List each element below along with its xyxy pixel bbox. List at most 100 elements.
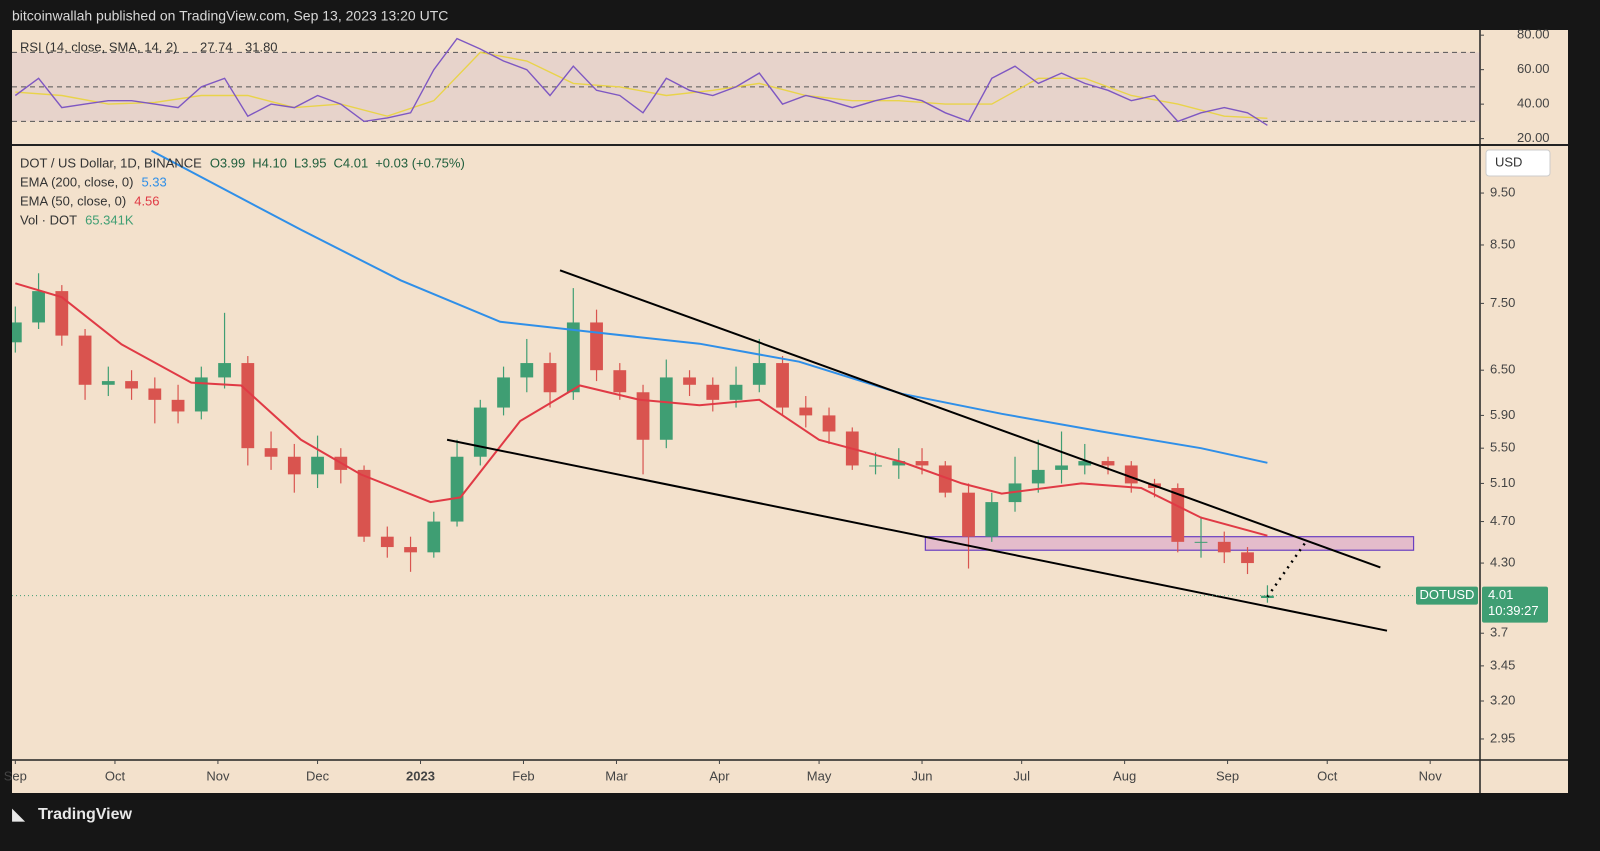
- candle-body: [683, 377, 696, 385]
- candle-body: [613, 370, 627, 393]
- candle-body: [1101, 461, 1115, 466]
- candle-body: [125, 381, 138, 389]
- brand: ◣ TradingView: [12, 804, 133, 823]
- candle-body: [32, 291, 45, 323]
- candle-body: [962, 492, 975, 537]
- candle-body: [590, 322, 603, 371]
- candle-body: [357, 469, 371, 537]
- support-zone: [924, 536, 1415, 551]
- countdown: 10:39:27: [1488, 603, 1539, 618]
- publish-info: bitcoinwallah published on TradingView.c…: [12, 8, 448, 24]
- x-tick-label: Mar: [605, 768, 628, 783]
- x-tick-label: Apr: [709, 768, 730, 783]
- candle-body: [1241, 552, 1254, 564]
- candle-body: [194, 377, 208, 412]
- candle-body: [1124, 465, 1138, 484]
- x-tick-label: 2023: [406, 768, 435, 783]
- y-tick-label: 20.00: [1517, 130, 1550, 145]
- ohlc-value: L3.95: [294, 155, 327, 170]
- candle-body: [729, 384, 743, 400]
- candle-body: [892, 461, 906, 466]
- symbol-tag: DOTUSD: [1420, 587, 1475, 602]
- y-tick-label: 9.50: [1490, 184, 1515, 199]
- x-tick-label: Oct: [105, 768, 126, 783]
- chart-background: [12, 30, 1568, 793]
- ohlc-value: C4.01: [333, 155, 368, 170]
- x-tick-label: Sep: [4, 768, 27, 783]
- candle-body: [218, 363, 231, 378]
- change-value: +0.03 (+0.75%): [375, 155, 465, 170]
- y-tick-label: 8.50: [1490, 236, 1515, 251]
- y-tick-label: 5.10: [1490, 475, 1515, 490]
- overlay: 80.00 60.00 40.00 20.00 RSI (14, close, SMA,…: [4, 27, 1551, 783]
- ema-line: [15, 282, 1268, 537]
- price-tag-box: [1482, 586, 1548, 623]
- x-tick-label: Dec: [306, 768, 330, 783]
- x-tick-label: Oct: [1317, 768, 1338, 783]
- candle-body: [915, 461, 929, 466]
- price-plot: [12, 149, 1480, 632]
- symbol-tag-box: [1416, 586, 1478, 605]
- rsi-line: [14, 37, 1268, 126]
- candle-body: [101, 381, 115, 385]
- rsi-plot: [12, 37, 1480, 126]
- candle-body: [12, 322, 22, 343]
- candle-body: [985, 502, 999, 537]
- candle-body: [450, 456, 464, 522]
- x-tick-label: Nov: [1419, 768, 1443, 783]
- x-tick-label: May: [807, 768, 832, 783]
- brand-logo: ◣: [12, 804, 26, 823]
- candle-body: [543, 363, 557, 393]
- candle-body: [1194, 541, 1208, 543]
- y-tick-label: 4.30: [1490, 555, 1515, 570]
- candle-body: [776, 363, 789, 408]
- trendline: [446, 438, 1388, 632]
- candle-body: [1217, 541, 1231, 553]
- candle-body: [938, 465, 952, 493]
- candle-body: [55, 291, 69, 336]
- rsi-legend: RSI (14, close, SMA, 14, 2): [20, 39, 178, 54]
- volume-legend: Vol · DOT: [20, 212, 77, 227]
- x-tick-label: Nov: [206, 768, 230, 783]
- y-tick-label: 7.50: [1490, 295, 1515, 310]
- candle-body: [1078, 461, 1092, 466]
- x-tick-label: Jun: [912, 768, 933, 783]
- y-tick-label: 3.7: [1490, 625, 1508, 640]
- candle-body: [799, 407, 813, 416]
- y-tick-label: 5.90: [1490, 407, 1515, 422]
- currency-button[interactable]: [1485, 149, 1551, 177]
- candle-body: [706, 384, 720, 400]
- legend-name: EMA (50, close, 0): [20, 193, 126, 208]
- volume-value: 65.341K: [85, 212, 134, 227]
- brand-name: TradingView: [38, 806, 133, 823]
- y-tick-label: 6.50: [1490, 362, 1515, 377]
- candle-body: [311, 456, 324, 475]
- symbol-legend: DOT / US Dollar, 1D, BINANCE: [20, 155, 202, 170]
- candle-body: [380, 536, 394, 548]
- y-tick-label: 2.95: [1490, 730, 1515, 745]
- candle-body: [241, 363, 255, 449]
- candle-body: [427, 521, 441, 553]
- x-tick-label: Jul: [1013, 768, 1030, 783]
- x-tick-label: Aug: [1113, 768, 1136, 783]
- rsi-sma-value: 31.80: [245, 39, 278, 54]
- legend-name: EMA (200, close, 0): [20, 174, 133, 189]
- candle-body: [636, 392, 650, 440]
- y-tick-label: 4.70: [1490, 513, 1515, 528]
- candle-body: [1031, 469, 1045, 484]
- candle-body: [869, 465, 882, 467]
- candle-body: [264, 448, 278, 457]
- projection: [1266, 539, 1309, 598]
- y-tick-label: 5.50: [1490, 440, 1515, 455]
- x-tick-label: Feb: [512, 768, 534, 783]
- legend-value: 4.56: [134, 193, 159, 208]
- ohlc-value: H4.10: [252, 155, 287, 170]
- candle-body: [404, 547, 417, 553]
- candle-body: [752, 363, 766, 385]
- candle-body: [822, 415, 836, 432]
- currency-label: USD: [1495, 154, 1522, 169]
- candle-body: [659, 377, 673, 440]
- legend-value: 5.33: [141, 174, 166, 189]
- rsi-line: [15, 51, 1268, 119]
